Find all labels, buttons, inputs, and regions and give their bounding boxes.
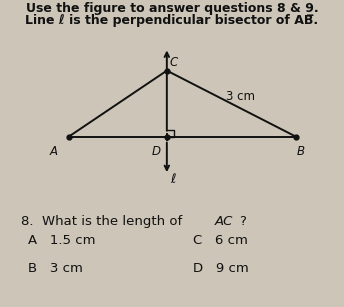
- Text: D: D: [152, 146, 161, 158]
- Text: D   9 cm: D 9 cm: [193, 262, 248, 275]
- Text: B: B: [297, 146, 305, 158]
- Text: B   3 cm: B 3 cm: [28, 262, 83, 275]
- Text: C   6 cm: C 6 cm: [193, 234, 248, 247]
- Text: ?: ?: [239, 215, 246, 228]
- Text: A: A: [49, 146, 57, 158]
- Text: 3 cm: 3 cm: [226, 90, 255, 103]
- Text: 8.  What is the length of: 8. What is the length of: [21, 215, 186, 228]
- Text: Line ℓ is the perpendicular bisector of AB̅.: Line ℓ is the perpendicular bisector of …: [25, 14, 319, 27]
- Text: A   1.5 cm: A 1.5 cm: [28, 234, 95, 247]
- Text: C: C: [170, 56, 178, 69]
- Text: ℓ: ℓ: [170, 173, 175, 186]
- Text: Use the figure to answer questions 8 & 9.: Use the figure to answer questions 8 & 9…: [26, 2, 318, 14]
- Text: AC: AC: [215, 215, 233, 228]
